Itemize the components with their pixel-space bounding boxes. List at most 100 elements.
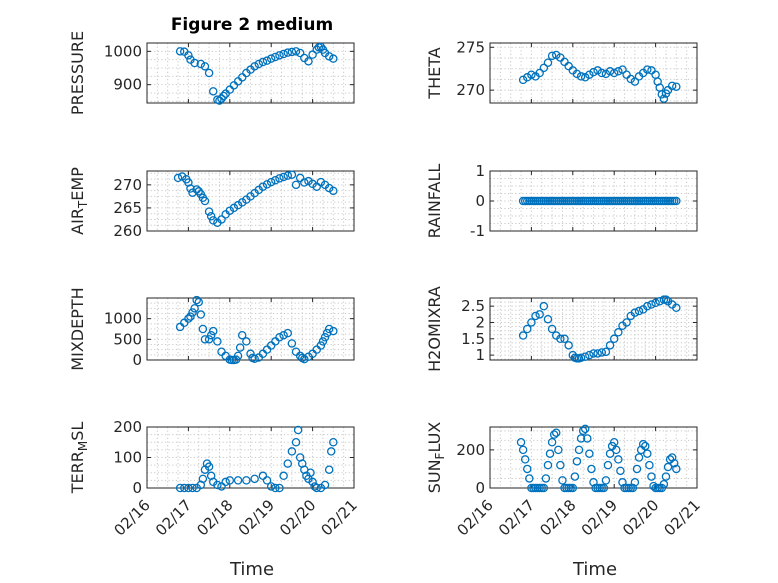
data-point xyxy=(283,459,293,468)
data-point xyxy=(572,457,582,466)
data-point xyxy=(531,311,540,321)
data-point xyxy=(661,472,671,481)
data-point xyxy=(554,445,563,455)
x-tick-label: 02/20 xyxy=(619,496,662,539)
subplot-theta: 270 275 THETA xyxy=(425,38,698,104)
data-point xyxy=(173,173,183,183)
axes-frame xyxy=(146,297,355,361)
data-point xyxy=(206,211,216,221)
data-point xyxy=(258,471,268,481)
data-point xyxy=(287,447,297,456)
data-point xyxy=(589,478,598,487)
data-point xyxy=(643,65,652,74)
data-point xyxy=(233,351,243,361)
data-point xyxy=(190,304,199,313)
data-point xyxy=(192,295,201,305)
data-point xyxy=(279,330,288,340)
data-point xyxy=(258,57,268,67)
y-axis-label: H2OMIXRA xyxy=(425,286,444,372)
data-point xyxy=(320,333,330,342)
data-point xyxy=(275,51,284,60)
data-point xyxy=(568,483,578,493)
data-point xyxy=(300,178,309,187)
data-point xyxy=(564,341,573,350)
data-point xyxy=(535,310,544,319)
data-point xyxy=(659,479,669,489)
data-point xyxy=(186,312,195,321)
data-point xyxy=(672,464,681,474)
x-tick-label: 02/16 xyxy=(454,496,497,539)
x-tick-label: 02/20 xyxy=(276,496,319,539)
data-point xyxy=(208,216,218,225)
data-point xyxy=(634,306,644,316)
data-point xyxy=(184,51,193,60)
data-point xyxy=(190,58,199,68)
axes-frame xyxy=(489,297,698,361)
data-point xyxy=(237,330,247,340)
data-point xyxy=(622,70,631,79)
data-point xyxy=(233,476,243,485)
data-point xyxy=(200,62,210,71)
data-point xyxy=(657,90,667,99)
data-point xyxy=(599,483,609,493)
data-point xyxy=(547,437,557,447)
y-tick-label: 500 xyxy=(113,330,142,348)
data-point xyxy=(632,464,642,474)
x-tick-label: 02/18 xyxy=(536,496,579,539)
data-point xyxy=(634,453,644,462)
data-point xyxy=(543,314,553,324)
data-point xyxy=(556,460,565,470)
data-point xyxy=(601,69,611,79)
data-point xyxy=(585,449,594,458)
y-tick-label: 1.5 xyxy=(461,330,485,348)
y-tick-label: 0 xyxy=(475,479,485,497)
data-point xyxy=(549,430,559,439)
data-point xyxy=(213,480,222,490)
data-point xyxy=(570,472,580,481)
data-point xyxy=(312,483,321,493)
data-point xyxy=(614,455,623,464)
data-point xyxy=(204,335,214,344)
axes-frame xyxy=(489,42,698,104)
data-point xyxy=(580,424,590,434)
data-point xyxy=(628,483,638,493)
data-point xyxy=(603,460,613,470)
data-point xyxy=(612,445,621,455)
data-point xyxy=(543,460,553,470)
data-point xyxy=(324,324,334,334)
data-point xyxy=(545,449,555,458)
data-point xyxy=(641,441,650,451)
y-tick-label: 200 xyxy=(456,441,485,459)
data-point xyxy=(672,303,681,313)
y-tick-label: 260 xyxy=(113,222,142,240)
data-point xyxy=(262,56,272,65)
data-point xyxy=(295,173,305,183)
data-point xyxy=(614,328,623,337)
data-point xyxy=(645,460,654,470)
data-point xyxy=(293,425,303,435)
subplot-air_temp: 260 265 270 AIRTEMP xyxy=(68,167,355,240)
data-point xyxy=(593,66,602,75)
y-axis-label: AIRTEMP xyxy=(68,167,90,235)
data-point xyxy=(235,343,245,352)
data-point xyxy=(221,477,230,487)
data-point xyxy=(601,347,611,357)
data-point xyxy=(661,295,671,304)
data-point xyxy=(667,81,677,91)
data-point xyxy=(217,482,226,491)
data-point xyxy=(329,437,338,447)
data-point xyxy=(316,341,326,350)
y-tick-label: 2.5 xyxy=(461,297,485,315)
data-point xyxy=(287,339,297,348)
figure-title: Figure 2 medium xyxy=(171,15,333,35)
data-point xyxy=(175,47,185,56)
data-point xyxy=(275,333,284,342)
data-point xyxy=(659,94,669,103)
data-point xyxy=(618,65,627,74)
data-point xyxy=(184,483,193,493)
data-point xyxy=(647,300,656,309)
data-point xyxy=(291,347,301,356)
data-point xyxy=(306,468,315,477)
y-axis-label: THETA xyxy=(425,47,444,99)
data-point xyxy=(312,182,321,191)
